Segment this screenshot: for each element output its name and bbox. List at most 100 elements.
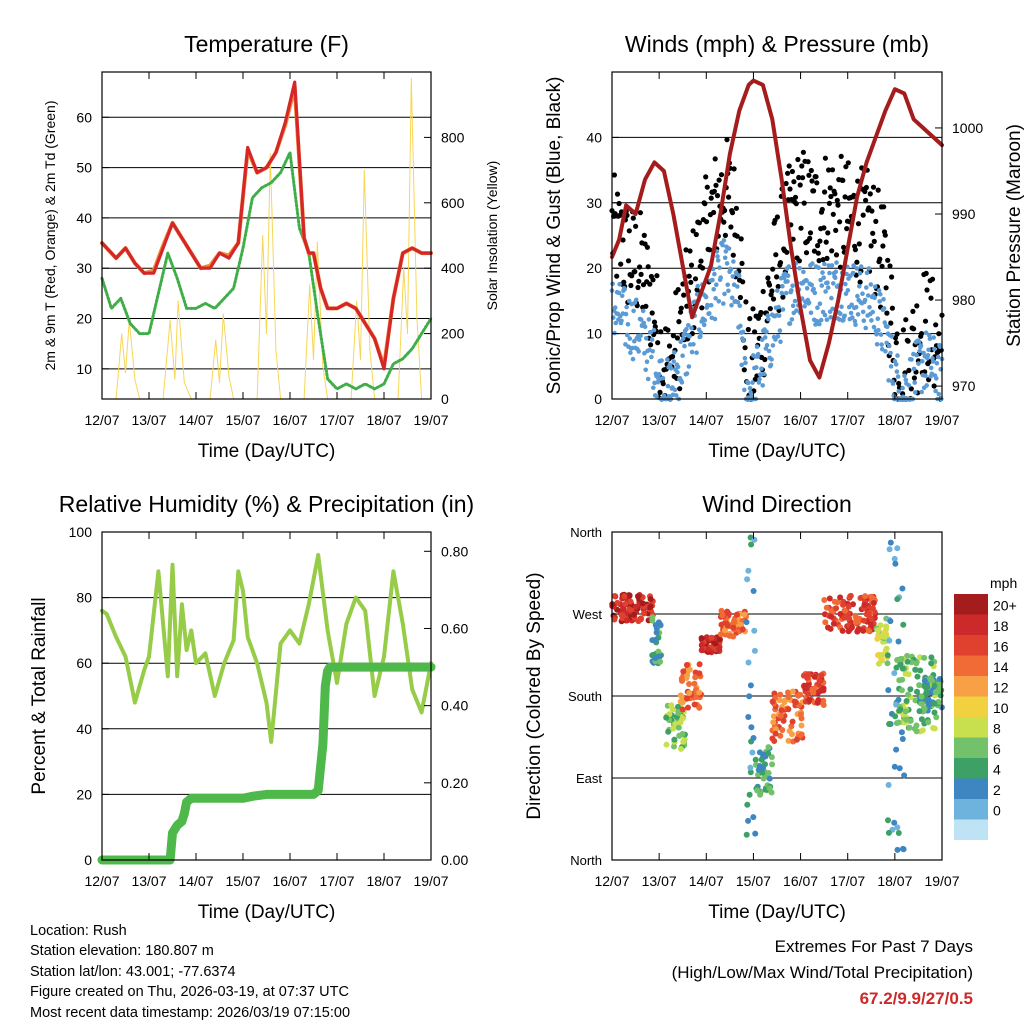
wind-gust-point [758,309,764,316]
dir-xtick-label: 16/07 [783,873,818,889]
wind-speed-point [731,259,736,264]
temp-xlabel: Time (Day/UTC) [198,441,336,462]
wind-gust-point [688,279,694,285]
dir-legend-label: 6 [993,741,1001,757]
wind-speed-point [794,308,799,313]
dir-point [921,654,928,661]
wind-speed-point [747,385,753,391]
wind-gust-point [722,232,729,238]
wind-speed-point [853,304,859,310]
dir-point [675,703,681,710]
wind-speed-point [686,364,692,369]
wind-gust-point [844,226,850,232]
wind-gust-point [792,194,799,200]
dir-point [751,647,758,654]
dir-point [903,716,910,723]
wind-gust-point [869,208,875,214]
dir-point [745,817,752,824]
wind-gust-point [826,200,833,206]
dir-point [883,645,890,652]
wind-gust-point [774,274,780,280]
dir-point [865,627,872,634]
wind-gust-point [882,232,888,238]
wind-gust-point [704,184,710,190]
wind-speed-point [927,336,933,342]
wind-gust-point [866,205,872,211]
wind-speed-point [628,350,633,356]
wind-gust-point [777,260,784,266]
dir-point [921,704,927,711]
dir-point [899,736,906,742]
wind-speed-point [722,291,727,297]
wind-xtick-label: 16/07 [783,412,818,428]
dir-point [901,772,908,779]
rh-ytick-label: 80 [76,590,92,606]
dir-point [789,688,796,695]
dir-point [814,699,821,706]
wind-gust-point [734,233,740,239]
dir-point [852,619,859,626]
wind-gust-point [785,170,791,176]
dir-point [816,678,823,685]
wind-gust-point [821,225,827,231]
dir-point [822,619,829,626]
dir-point [680,738,687,745]
wind-speed-point [687,333,692,339]
wind-speed-point [681,332,687,338]
wind-speed-point [773,337,778,342]
wind-speed-point [812,290,818,296]
dir-point [862,593,869,600]
wind-speed-point [787,321,793,326]
dir-point [811,673,818,680]
wind-speed-point [877,299,882,304]
dir-point [747,682,754,689]
wind-speed-point [896,389,902,394]
temp-ytick-label: 40 [76,210,92,226]
dir-point [898,687,905,694]
wind-speed-point [843,291,849,297]
wind-gust-point [635,284,641,291]
wind-gust-point [722,207,728,214]
wind-gust-point [835,202,841,208]
wind-gust-point [914,303,920,309]
wind-speed-point [754,365,759,370]
wind-speed-point [845,288,851,293]
wind-speed-point [680,353,685,359]
wind-speed-point [765,313,771,318]
wind-gust-point [690,228,696,234]
wind-gust-point [783,180,789,187]
dir-point [878,652,885,658]
rh-xtick-label: 17/07 [319,873,354,889]
dir-point [931,709,938,716]
dir-point [679,731,686,737]
wind-gust-point [674,335,681,341]
dir-point [785,737,792,744]
dir-point [780,717,787,724]
dir-point [894,545,901,552]
wind-gust-point [769,288,775,294]
dir-point [922,684,929,690]
wind-speed-point [762,335,768,340]
wind-gust-point [650,277,656,283]
wind-speed-point [864,270,870,276]
temp-ytick-label: 60 [76,109,92,125]
wind-speed-point [703,294,709,300]
dir-legend-swatch [954,594,988,615]
wind-speed-point [804,286,810,291]
dir-point [745,567,752,574]
wind-speed-point [786,264,792,269]
rh-ytick-label: 0 [84,852,92,868]
wind-gust-point [688,262,695,268]
dir-point [936,676,943,682]
wind-gust-point [731,166,737,172]
wind-plot-frame [611,71,943,400]
wind-gust-point [703,219,710,225]
dir-point [677,719,684,726]
wind-speed-point [936,391,942,397]
wind-speed-point [869,318,874,323]
rh-xtick-label: 19/07 [413,873,448,889]
dir-point [845,603,852,610]
dir-point [696,704,703,711]
info-elevation: Station elevation: 180.807 m [30,943,214,960]
